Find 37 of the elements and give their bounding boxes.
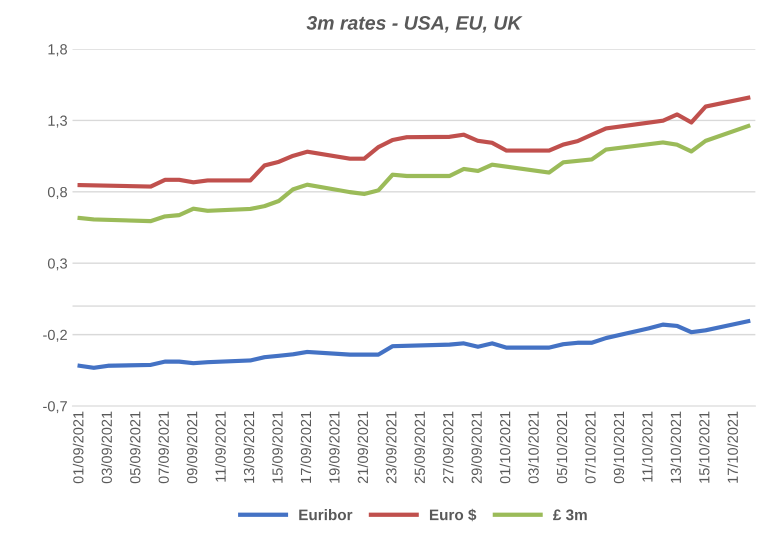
x-tick-label: 01/09/2021 <box>72 412 84 484</box>
x-tick-label: 29/09/2021 <box>471 412 482 484</box>
x-tick-label: 17/09/2021 <box>300 412 312 483</box>
y-tick-label: 1,8 <box>48 44 67 56</box>
x-tick-label: 01/10/2021 <box>500 412 510 484</box>
line-series <box>78 319 750 370</box>
legend-label: £ 3m <box>553 509 587 520</box>
x-tick-label: 15/10/2021 <box>698 412 710 483</box>
x-tick-label: 07/10/2021 <box>584 412 596 484</box>
x-tick-label: 03/10/2021 <box>528 412 539 484</box>
x-tick-label: 05/09/2021 <box>130 412 140 484</box>
x-tick-label: 11/10/2021 <box>642 412 653 482</box>
x-tick-label: 09/10/2021 <box>613 412 624 484</box>
x-tick-label: 21/09/2021 <box>357 412 368 484</box>
x-tick-label: 27/09/2021 <box>442 412 454 484</box>
x-tick-label: 11/09/2021 <box>215 412 226 482</box>
x-tick-label: 09/09/2021 <box>186 412 198 484</box>
y-tick-label: 1,3 <box>48 116 67 128</box>
legend-label: Euro $ <box>430 508 476 522</box>
x-tick-label: 25/09/2021 <box>414 412 425 484</box>
legend-label: Euribor <box>299 509 352 520</box>
x-tick-label: 15/09/2021 <box>272 412 283 483</box>
x-tick-label: 17/10/2021 <box>727 412 738 483</box>
x-tick-label: 07/09/2021 <box>158 412 169 484</box>
y-tick-label: 0,8 <box>48 186 67 199</box>
y-tick-label: -0,7 <box>43 401 67 414</box>
line-series <box>78 124 750 224</box>
x-tick-label: 13/09/2021 <box>244 412 254 483</box>
x-tick-label: 05/10/2021 <box>556 412 568 484</box>
y-tick-label: -0,2 <box>43 330 67 342</box>
chart-title: 3m rates - USA, EU, UK <box>306 16 523 33</box>
x-tick-label: 13/10/2021 <box>670 412 682 483</box>
x-tick-label: 23/09/2021 <box>386 412 396 484</box>
y-tick-label: 0,3 <box>48 258 67 270</box>
x-tick-label: 03/09/2021 <box>101 412 112 484</box>
x-tick-label: 19/09/2021 <box>328 412 340 483</box>
line-series <box>78 96 750 189</box>
